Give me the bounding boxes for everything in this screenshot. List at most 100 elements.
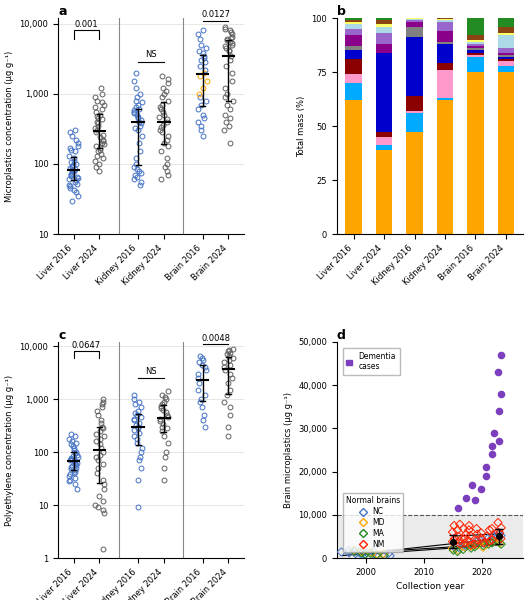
Point [337,547,345,557]
Point [491,534,499,544]
Point [479,541,487,550]
Point [491,529,499,539]
Point [466,540,475,550]
Bar [406,18,423,19]
Bar [437,22,454,31]
Bar [345,83,362,100]
Bar [497,61,514,65]
Point [497,523,505,533]
Point [482,471,491,481]
Point [495,538,504,548]
Point [477,528,486,538]
Y-axis label: Brain microplastics (μg g⁻¹): Brain microplastics (μg g⁻¹) [284,392,293,508]
Point [494,518,502,527]
Point [473,529,482,539]
Point [488,524,496,533]
Point [477,534,486,544]
Point [488,449,496,459]
Point [454,532,463,541]
Point [495,529,503,539]
Point [465,536,473,545]
Bar [406,26,423,37]
Bar [376,26,392,33]
Bar [437,31,454,42]
Point [465,521,473,530]
Bar [467,18,484,35]
Bar [345,18,362,20]
Point [485,537,493,547]
Point [473,535,481,545]
Text: 0.0647: 0.0647 [72,341,101,350]
Point [363,545,372,554]
Point [379,550,387,559]
Point [351,549,360,559]
Bar [467,35,484,40]
Point [450,521,458,530]
Bar [437,70,454,98]
Point [473,540,482,550]
Point [361,550,370,559]
Point [467,539,476,549]
Bar [376,133,392,137]
Point [484,539,493,549]
Bar [497,65,514,72]
Point [448,544,457,553]
Point [450,542,459,552]
Bar [437,42,454,44]
Bar [437,100,454,234]
Point [485,525,494,535]
Point [461,542,469,552]
Point [366,548,374,558]
Point [467,541,476,551]
Point [456,520,464,529]
Point [448,527,457,537]
Point [372,550,381,560]
Bar [467,44,484,46]
Text: b: b [337,5,346,18]
Point [479,538,488,548]
Bar [497,72,514,234]
Bar [467,55,484,57]
Point [449,545,458,555]
Point [468,480,476,490]
Point [473,537,482,547]
Bar [497,26,514,33]
Point [460,538,469,548]
Bar [345,100,362,234]
Point [369,549,377,559]
Text: c: c [58,329,65,342]
Bar [497,18,514,26]
Bar [406,113,423,133]
Point [484,534,492,544]
Point [494,367,502,377]
Legend: NC, MD, MA, NM: NC, MD, MA, NM [343,493,403,552]
Point [483,532,491,541]
Bar [376,53,392,133]
Point [350,545,358,555]
Point [462,493,470,502]
Bar [345,22,362,25]
Point [345,548,353,557]
Bar [467,57,484,72]
Point [456,536,464,545]
Point [460,534,468,544]
Bar [345,59,362,74]
Point [479,542,487,552]
Point [470,539,479,549]
Point [456,539,465,549]
Point [369,547,378,556]
Point [494,527,502,537]
Point [495,406,503,416]
Point [479,538,488,548]
Bar [376,137,392,145]
Point [380,551,389,560]
Point [488,538,496,548]
Text: a: a [58,5,67,18]
Bar [437,19,454,20]
Point [357,548,366,557]
Point [465,525,473,535]
Bar [437,18,454,19]
Text: 0.0048: 0.0048 [201,334,230,343]
Point [459,545,467,554]
Point [460,541,469,551]
